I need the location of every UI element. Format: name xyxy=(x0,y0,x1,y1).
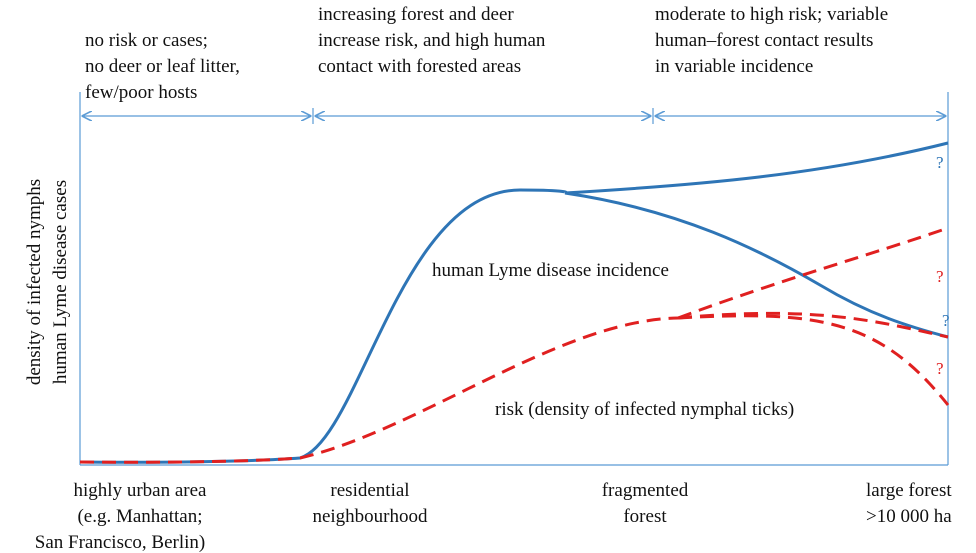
phase-line: contact with forested areas xyxy=(318,56,521,77)
x-label: residential xyxy=(330,480,409,501)
incidence-label: human Lyme disease incidence xyxy=(432,260,669,281)
question-mark: ? xyxy=(936,267,944,286)
phase-text: no risk or cases; no deer or leaf litter… xyxy=(85,4,888,103)
phase-line: increasing forest and deer xyxy=(318,4,514,25)
phase-line: no risk or cases; xyxy=(85,30,208,51)
question-mark: ? xyxy=(936,153,944,172)
phase-line: increase risk, and high human xyxy=(318,30,546,51)
risk-branch-high xyxy=(677,226,949,320)
phase-line: human–forest contact results xyxy=(655,30,873,51)
x-label: forest xyxy=(623,506,667,527)
question-mark: ? xyxy=(936,359,944,378)
x-label: neighbourhood xyxy=(312,506,428,527)
phase-line: no deer or leaf litter, xyxy=(85,56,240,77)
phase-line: moderate to high risk; variable xyxy=(655,4,888,25)
incidence-curve xyxy=(79,188,568,464)
risk-curve xyxy=(79,316,679,464)
incidence-branch-high xyxy=(564,141,949,195)
y-axis-label: human Lyme disease cases xyxy=(50,180,71,384)
x-label: large forest xyxy=(866,480,952,501)
x-label: >10 000 ha xyxy=(866,506,952,527)
x-label: San Francisco, Berlin) xyxy=(35,532,205,553)
risk-branch-mid xyxy=(677,311,949,339)
phase-line: in variable incidence xyxy=(655,56,813,77)
question-mark: ? xyxy=(942,311,950,330)
x-label: (e.g. Manhattan; xyxy=(77,506,202,527)
risk-branch-low xyxy=(677,314,950,406)
y-axis-label: density of infected nymphs xyxy=(24,179,45,385)
risk-label: risk (density of infected nymphal ticks) xyxy=(495,399,794,420)
phase-line: few/poor hosts xyxy=(85,82,197,103)
x-label: highly urban area xyxy=(74,480,208,501)
x-label: fragmented xyxy=(602,480,689,501)
